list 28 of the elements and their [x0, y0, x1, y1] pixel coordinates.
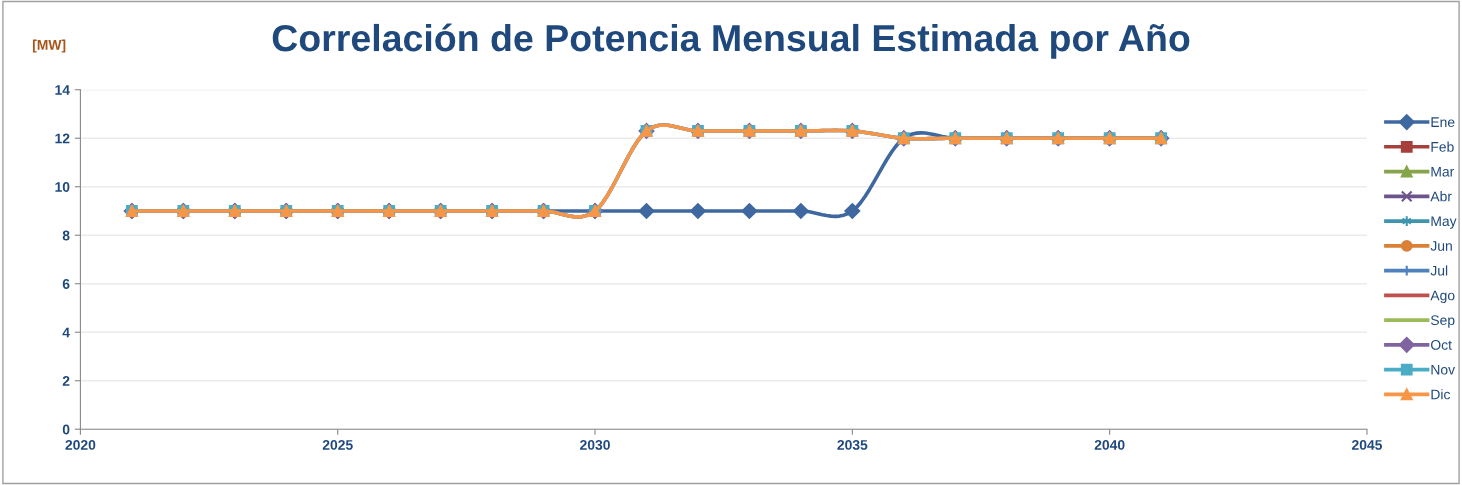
y-tick-label: 10: [55, 182, 70, 192]
legend-label: Feb: [1431, 141, 1454, 152]
legend-label: May: [1431, 216, 1457, 229]
legend-label: Jun: [1430, 241, 1452, 251]
legend-label: Oct: [1431, 340, 1452, 350]
y-tick-label: 0: [62, 424, 70, 435]
legend-label: Jul: [1430, 265, 1448, 276]
legend-label: Nov: [1431, 364, 1455, 375]
legend-label: Ago: [1430, 290, 1455, 304]
legend-label: Dic: [1431, 389, 1451, 400]
y-tick-label: 8: [62, 230, 70, 241]
y-tick-label: 12: [55, 133, 70, 144]
x-tick-label: 2025: [322, 440, 353, 450]
y-tick-label: 2: [62, 376, 70, 386]
legend-label: Abr: [1430, 191, 1452, 202]
legend-label: Mar: [1431, 166, 1455, 177]
y-tick-label: 4: [62, 327, 70, 338]
x-tick-label: 2030: [580, 440, 610, 450]
y-tick-label: 6: [62, 279, 70, 289]
legend-label: Sep: [1430, 315, 1455, 328]
x-tick-label: 2035: [837, 440, 868, 450]
legend-label: Ene: [1431, 117, 1455, 128]
x-tick-label: 2045: [1352, 440, 1383, 450]
y-tick-label: 14: [55, 85, 70, 95]
chart-title: Correlación de Potencia Mensual Estimada por Año: [272, 23, 1190, 59]
x-tick-label: 2020: [65, 440, 96, 450]
x-tick-label: 2040: [1094, 440, 1125, 450]
y-axis-title: [MW]: [32, 39, 66, 53]
